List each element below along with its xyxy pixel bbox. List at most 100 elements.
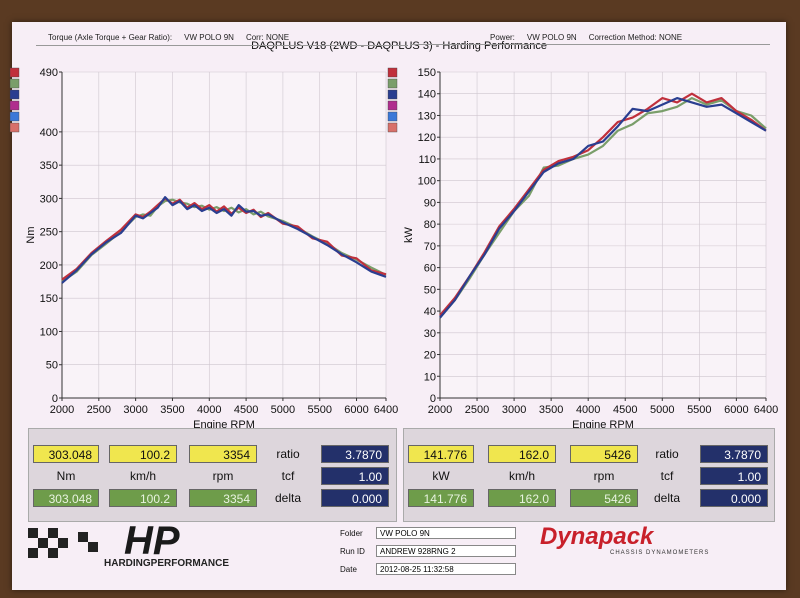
- power-x-tick-label: 6400: [754, 404, 778, 416]
- power-y-tick-label: 100: [418, 176, 436, 188]
- power-y-tick-label: 120: [418, 132, 436, 144]
- power-series-swatch: [387, 111, 398, 122]
- torque-rpm-2: 3354: [189, 489, 257, 507]
- torque-unit-label: Nm: [56, 469, 76, 483]
- power-y-tick-label: 60: [424, 263, 436, 275]
- power-y-tick-label: 20: [424, 350, 436, 362]
- torque-series-swatch: [9, 122, 20, 133]
- torque-x-tick-label: 6400: [374, 404, 398, 416]
- power-tcf-value: 1.00: [700, 467, 768, 485]
- torque-y-tick-label: 350: [40, 160, 58, 172]
- power-y-tick-label: 90: [424, 197, 436, 209]
- folder-value: VW POLO 9N: [376, 527, 516, 539]
- hp-logo-text: HARDINGPERFORMANCE: [104, 558, 229, 568]
- torque-x-tick-label: 5500: [307, 404, 331, 416]
- torque-speed-2: 100.2: [109, 489, 177, 507]
- power-ratio-label: ratio: [655, 447, 679, 461]
- power-y-tick-label: 80: [424, 219, 436, 231]
- torque-series-swatch: [9, 111, 20, 122]
- torque-y-tick-label: 150: [40, 293, 58, 305]
- torque-x-tick-label: 4000: [197, 404, 221, 416]
- torque-y-axis-label: Nm: [25, 226, 37, 243]
- torque-y-tick-label: 200: [40, 260, 58, 272]
- torque-series-swatch: [9, 89, 20, 100]
- power-x-tick-label: 4000: [576, 404, 600, 416]
- power-x-tick-label: 3000: [502, 404, 526, 416]
- date-label: Date: [340, 565, 357, 574]
- torque-x-tick-label: 3000: [123, 404, 147, 416]
- power-header-corr: Correction Method: NONE: [588, 33, 683, 42]
- torque-x-tick-label: 3500: [160, 404, 184, 416]
- power-series-line-0: [439, 96, 767, 319]
- power-series-swatch: [387, 67, 398, 78]
- torque-y-tick-label: 50: [46, 360, 58, 372]
- power-speed-unit: km/h: [508, 469, 535, 483]
- power-rpm-1: 5426: [570, 445, 638, 463]
- folder-label: Folder: [340, 529, 363, 538]
- power-readout-panel: 141.776 162.0 5426 ratio 3.7870 kW km/h …: [403, 428, 775, 522]
- torque-readout-panel: 303.048 100.2 3354 ratio 3.7870 Nm km/h …: [28, 428, 397, 522]
- power-series-swatch: [387, 100, 398, 111]
- torque-x-tick-label: 6000: [344, 404, 368, 416]
- power-y-tick-label: 40: [424, 306, 436, 318]
- power-x-tick-label: 6000: [724, 404, 748, 416]
- power-y-tick-label: 70: [424, 241, 436, 253]
- power-delta-label: delta: [653, 491, 681, 505]
- torque-delta-value: 0.000: [321, 489, 389, 507]
- power-delta-value: 0.000: [700, 489, 768, 507]
- power-chart-header: Power: VW POLO 9N Correction Method: NON…: [410, 33, 770, 45]
- torque-rpm-unit: rpm: [212, 469, 234, 483]
- power-x-tick-label: 5500: [687, 404, 711, 416]
- power-series-swatch: [387, 122, 398, 133]
- power-unit-label: kW: [432, 469, 450, 483]
- torque-x-tick-label: 5000: [271, 404, 295, 416]
- torque-y-tick-label: 0: [52, 393, 58, 405]
- power-x-tick-label: 5000: [650, 404, 674, 416]
- power-tcf-label: tcf: [660, 469, 674, 483]
- power-x-tick-label: 3500: [539, 404, 563, 416]
- torque-chart-header: Torque (Axle Torque + Gear Ratio): VW PO…: [36, 33, 408, 46]
- torque-series-swatch: [9, 78, 20, 89]
- torque-series-line-2: [61, 196, 387, 284]
- torque-rpm-1: 3354: [189, 445, 257, 463]
- torque-plot-area: [62, 72, 386, 398]
- power-x-tick-label: 2000: [428, 404, 452, 416]
- torque-series-swatch: [9, 67, 20, 78]
- power-x-tick-label: 4500: [613, 404, 637, 416]
- run-id-value: ANDREW 928RNG 2: [376, 545, 516, 557]
- power-x-tick-label: 2500: [465, 404, 489, 416]
- torque-y-tick-label: 300: [40, 193, 58, 205]
- torque-y-tick-label: 250: [40, 227, 58, 239]
- power-y-tick-label: 10: [424, 371, 436, 383]
- power-y-tick-label: 50: [424, 284, 436, 296]
- torque-tcf-value: 1.00: [321, 467, 389, 485]
- power-y-tick-label: 150: [418, 67, 436, 79]
- date-value: 2012-08-25 11:32:58: [376, 563, 516, 575]
- power-y-tick-label: 110: [418, 154, 436, 166]
- torque-x-tick-label: 4500: [234, 404, 258, 416]
- power-value-1: 141.776: [408, 445, 474, 463]
- power-y-tick-label: 0: [430, 393, 436, 405]
- torque-series-swatch: [9, 100, 20, 111]
- run-id-label: Run ID: [340, 547, 365, 556]
- torque-delta-label: delta: [274, 491, 302, 505]
- torque-speed-unit: km/h: [129, 469, 156, 483]
- page-title: DAQPLUS V18 (2WD - DAQPLUS 3) - Harding …: [251, 40, 547, 52]
- torque-y-tick-label: 490: [40, 67, 58, 79]
- torque-x-tick-label: 2000: [50, 404, 74, 416]
- torque-header-vehicle: VW POLO 9N: [184, 33, 234, 42]
- power-ratio-value: 3.7870: [700, 445, 768, 463]
- torque-value-2: 303.048: [33, 489, 99, 507]
- dynapack-subtitle: CHASSIS DYNAMOMETERS: [610, 550, 709, 556]
- power-y-tick-label: 140: [418, 89, 436, 101]
- hp-logo-letters: HP: [124, 519, 180, 563]
- power-y-axis-label: kW: [403, 226, 415, 243]
- torque-y-tick-label: 100: [40, 326, 58, 338]
- power-rpm-unit: rpm: [593, 469, 615, 483]
- power-y-tick-label: 130: [418, 110, 436, 122]
- torque-x-tick-label: 2500: [87, 404, 111, 416]
- power-value-2: 141.776: [408, 489, 474, 507]
- power-series-swatch: [387, 89, 398, 100]
- power-series-line-2: [439, 96, 767, 319]
